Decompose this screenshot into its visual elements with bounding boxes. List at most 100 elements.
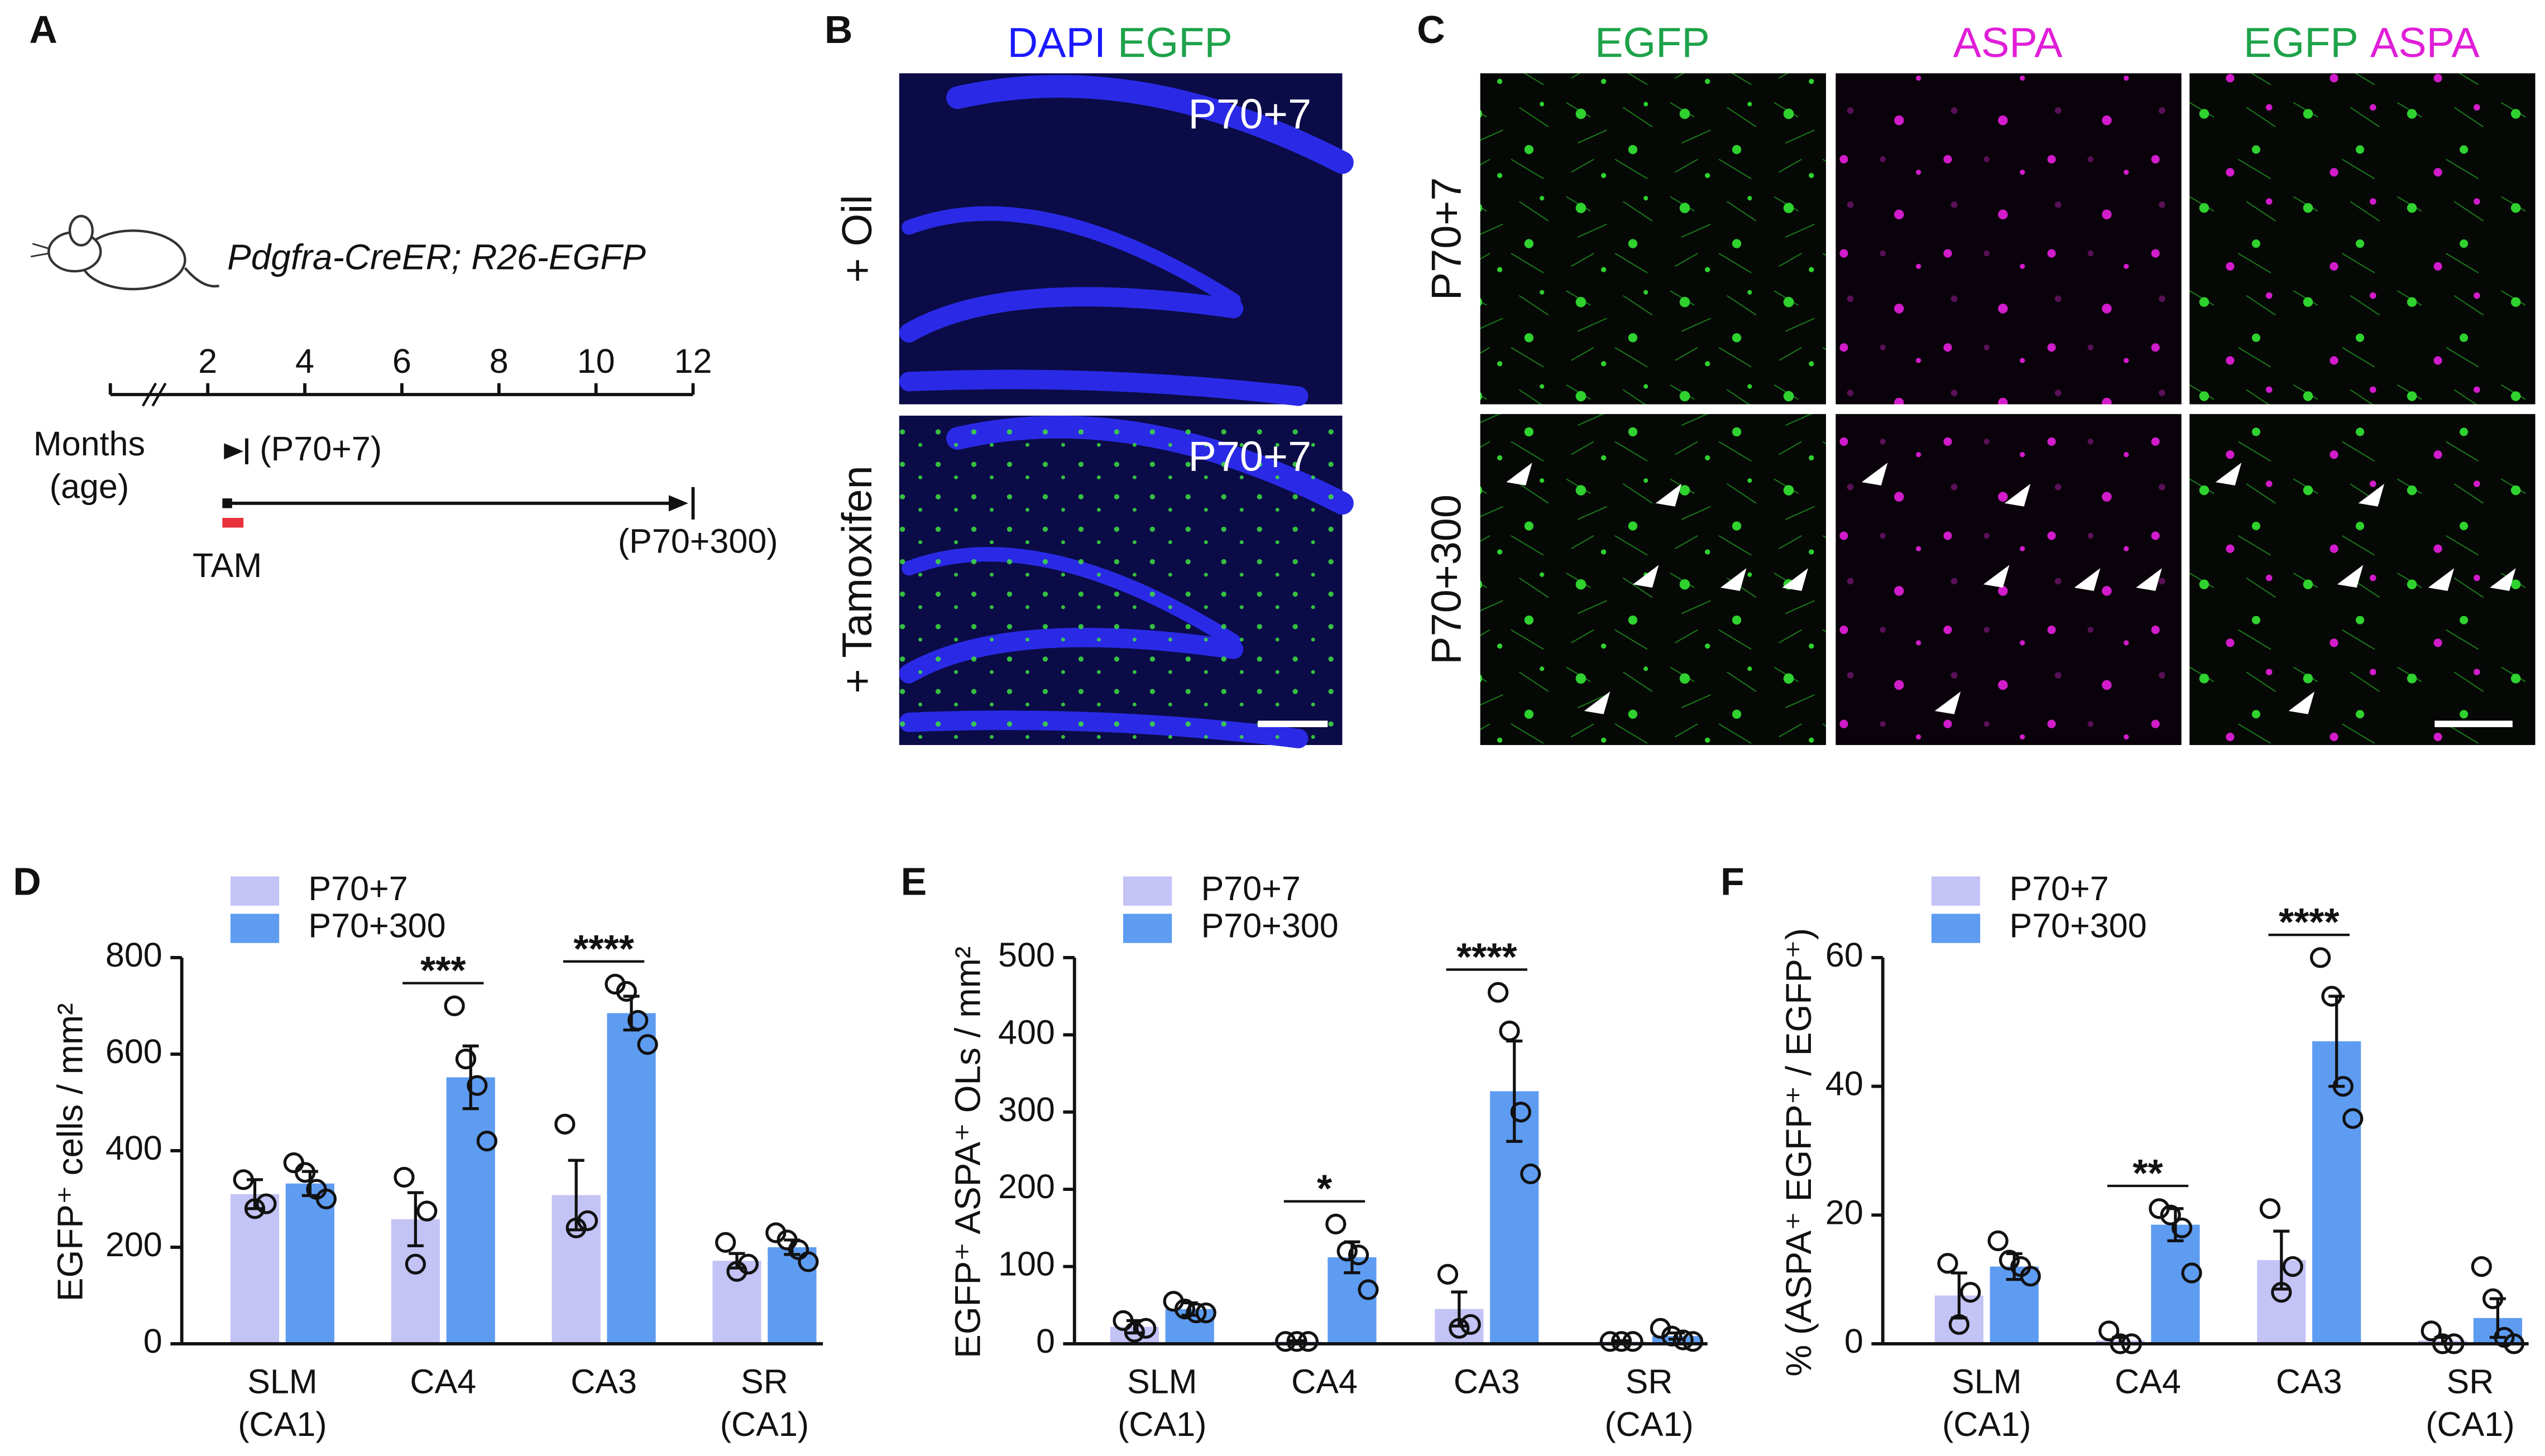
timeline-axis-label: Months (age) xyxy=(33,425,145,505)
data-point xyxy=(2160,1204,2181,1226)
image-label: P70+7 xyxy=(1188,91,1311,138)
timeline-tick-label: 6 xyxy=(392,342,411,380)
timeline-ticks: 2 4 6 8 10 12 xyxy=(198,342,712,395)
x-tick-label: CA4 xyxy=(1291,1363,1358,1401)
data-point xyxy=(2332,1075,2354,1097)
data-point xyxy=(2321,986,2342,1007)
y-tick-label: 500 xyxy=(998,936,1055,974)
treatment: TAM xyxy=(193,546,262,584)
data-point xyxy=(715,1232,736,1253)
data-point xyxy=(1358,1279,1379,1300)
significance-label: * xyxy=(1317,1167,1333,1210)
column-header: ASPA xyxy=(1953,20,2063,66)
image-label: P70+7 xyxy=(1188,433,1311,480)
data-point xyxy=(2149,1198,2170,1219)
x-tick-label: SLM (CA1) xyxy=(238,1363,327,1443)
data-point xyxy=(1348,1244,1369,1266)
data-point xyxy=(455,1048,477,1070)
short-chase: (P70+7) xyxy=(260,430,382,468)
error-bar xyxy=(728,1252,745,1270)
data-point xyxy=(2421,1320,2442,1342)
data-point xyxy=(2282,1256,2303,1277)
panel-letter: A xyxy=(29,8,57,51)
y-axis-label: EGFP⁺ ASPA⁺ OLs / mm² xyxy=(948,946,988,1358)
data-point xyxy=(2471,1256,2492,1277)
data-point xyxy=(283,1152,304,1174)
data-point xyxy=(726,1261,747,1282)
legend-label: P70+7 xyxy=(2010,869,2109,907)
data-point xyxy=(1336,1241,1358,1262)
data-point xyxy=(1948,1314,1969,1335)
y-tick-label: 800 xyxy=(106,936,162,974)
y-axis-label: EGFP⁺ cells / mm² xyxy=(50,1003,90,1301)
legend-swatch xyxy=(230,914,280,943)
panel-letter: B xyxy=(825,8,852,51)
data-point xyxy=(554,1113,576,1135)
long-chase: (P70+300) xyxy=(618,522,778,560)
y-tick-label: 20 xyxy=(1825,1193,1863,1231)
timeline xyxy=(108,382,695,528)
data-point xyxy=(2171,1217,2193,1238)
data-point xyxy=(1286,1331,1307,1352)
data-point xyxy=(2342,1108,2364,1129)
legend-swatch xyxy=(230,876,280,906)
y-tick-label: 100 xyxy=(998,1245,1055,1283)
data-point xyxy=(467,1075,488,1096)
y-tick-label: 40 xyxy=(1825,1065,1863,1103)
panel-letter: F xyxy=(1720,860,1744,904)
data-point xyxy=(1124,1322,1145,1343)
significance-label: *** xyxy=(420,949,466,992)
data-point xyxy=(1599,1331,1621,1352)
data-point xyxy=(295,1162,316,1183)
channel-header: DAPI EGFP xyxy=(1008,20,1233,66)
x-tick-label: SLM (CA1) xyxy=(1942,1363,2031,1443)
legend-swatch xyxy=(1123,876,1172,906)
data-point xyxy=(1135,1318,1157,1339)
x-tick-label: CA3 xyxy=(571,1363,637,1401)
timeline-tick-label: 10 xyxy=(577,342,615,380)
error-bar xyxy=(1613,1339,1630,1344)
row-label: P70+7 xyxy=(1423,177,1470,301)
data-point xyxy=(1174,1299,1196,1320)
channel: EGFP xyxy=(2244,20,2359,66)
micrograph-grid xyxy=(1480,73,2536,746)
data-point xyxy=(315,1188,337,1210)
legend-label: P70+7 xyxy=(1201,869,1301,907)
data-point xyxy=(1672,1329,1694,1351)
data-point xyxy=(1449,1318,1470,1339)
panel-letter: D xyxy=(13,860,41,904)
data-point xyxy=(1682,1331,1704,1352)
timeline-tick-label: 12 xyxy=(674,342,712,380)
data-point xyxy=(444,995,465,1017)
bar xyxy=(285,1183,334,1344)
y-tick-label: 0 xyxy=(143,1322,162,1360)
y-tick-label: 200 xyxy=(106,1226,162,1263)
y-tick-label: 0 xyxy=(1844,1322,1863,1360)
micrograph xyxy=(899,73,1354,748)
bar xyxy=(230,1194,280,1344)
bar xyxy=(768,1247,817,1344)
data-point xyxy=(256,1193,277,1214)
channel: DAPI xyxy=(1008,20,1106,66)
data-point xyxy=(1960,1282,1981,1303)
data-point xyxy=(1113,1310,1134,1331)
error-bar xyxy=(462,1044,479,1111)
row-label: P70+300 xyxy=(1423,494,1470,665)
data-point xyxy=(616,981,637,1002)
x-tick-label: CA3 xyxy=(1454,1363,1520,1401)
data-point xyxy=(2271,1282,2292,1303)
mouse-icon xyxy=(30,214,219,291)
x-tick-label: CA4 xyxy=(2115,1363,2181,1401)
data-point xyxy=(2098,1320,2120,1342)
legend-label: P70+300 xyxy=(2010,907,2147,945)
data-point xyxy=(2181,1262,2202,1284)
bar xyxy=(712,1261,761,1344)
x-tick-label: SR (CA1) xyxy=(1604,1363,1693,1443)
y-axis-label: % (ASPA⁺ EGFP⁺ / EGFP⁺) xyxy=(1779,928,1819,1377)
y-tick-label: 400 xyxy=(106,1129,162,1167)
panel-letter: C xyxy=(1417,8,1445,51)
data-point xyxy=(1611,1331,1632,1352)
data-point xyxy=(1186,1302,1207,1324)
data-point xyxy=(798,1251,819,1272)
